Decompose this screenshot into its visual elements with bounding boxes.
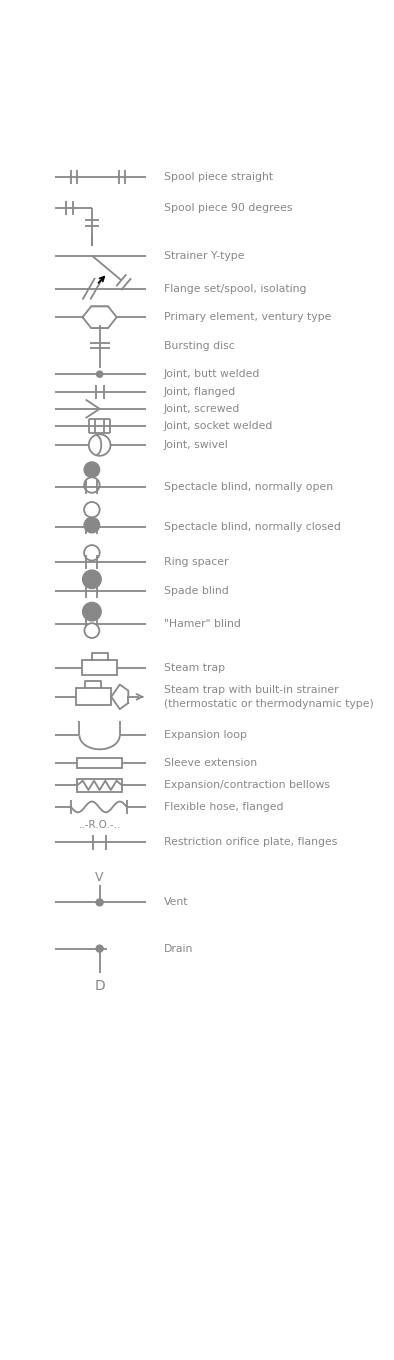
Text: "Hamer" blind: "Hamer" blind bbox=[164, 619, 241, 628]
Text: Steam trap with built-in strainer
(thermostatic or thermodynamic type): Steam trap with built-in strainer (therm… bbox=[164, 685, 374, 709]
Text: Bursting disc: Bursting disc bbox=[164, 341, 235, 351]
Circle shape bbox=[85, 503, 99, 517]
Text: Joint, socket welded: Joint, socket welded bbox=[164, 420, 273, 431]
Text: Spool piece 90 degrees: Spool piece 90 degrees bbox=[164, 203, 292, 214]
Text: Flexible hose, flanged: Flexible hose, flanged bbox=[164, 802, 283, 812]
Text: Sleeve extension: Sleeve extension bbox=[164, 758, 257, 768]
Text: Joint, butt welded: Joint, butt welded bbox=[164, 369, 260, 379]
Bar bbox=[77, 779, 122, 792]
Text: Expansion loop: Expansion loop bbox=[164, 730, 247, 740]
Circle shape bbox=[85, 624, 98, 638]
Circle shape bbox=[96, 899, 103, 906]
Bar bbox=[83, 661, 117, 675]
Circle shape bbox=[85, 545, 99, 560]
Text: Expansion/contraction bellows: Expansion/contraction bellows bbox=[164, 781, 330, 790]
Text: Spool piece straight: Spool piece straight bbox=[164, 173, 273, 182]
Text: Ring spacer: Ring spacer bbox=[164, 558, 229, 567]
Bar bbox=[76, 688, 111, 706]
Text: D: D bbox=[94, 979, 105, 993]
Circle shape bbox=[84, 462, 100, 477]
Text: Steam trap: Steam trap bbox=[164, 662, 225, 673]
Text: Joint, screwed: Joint, screwed bbox=[164, 404, 240, 413]
Bar bbox=[77, 759, 122, 767]
Circle shape bbox=[83, 602, 101, 622]
Circle shape bbox=[96, 945, 103, 952]
Text: V: V bbox=[95, 870, 104, 884]
Text: Strainer Y-type: Strainer Y-type bbox=[164, 250, 244, 261]
Text: Spectacle blind, normally closed: Spectacle blind, normally closed bbox=[164, 522, 341, 532]
Circle shape bbox=[84, 517, 100, 533]
Bar bbox=[82, 660, 117, 676]
Circle shape bbox=[83, 570, 101, 589]
Text: Vent: Vent bbox=[164, 898, 188, 907]
Text: Drain: Drain bbox=[164, 944, 193, 953]
Circle shape bbox=[89, 435, 110, 456]
Text: Primary element, ventury type: Primary element, ventury type bbox=[164, 313, 331, 322]
Text: Joint, swivel: Joint, swivel bbox=[164, 441, 229, 450]
Bar bbox=[76, 690, 110, 704]
Circle shape bbox=[85, 479, 99, 492]
Text: Joint, flanged: Joint, flanged bbox=[164, 386, 236, 397]
Text: Restriction orifice plate, flanges: Restriction orifice plate, flanges bbox=[164, 838, 337, 847]
Circle shape bbox=[97, 371, 103, 377]
Text: Flange set/spool, isolating: Flange set/spool, isolating bbox=[164, 284, 307, 294]
Text: ..-R.O.-..: ..-R.O.-.. bbox=[78, 820, 121, 831]
Text: Spectacle blind, normally open: Spectacle blind, normally open bbox=[164, 481, 333, 491]
Text: Spade blind: Spade blind bbox=[164, 586, 229, 596]
